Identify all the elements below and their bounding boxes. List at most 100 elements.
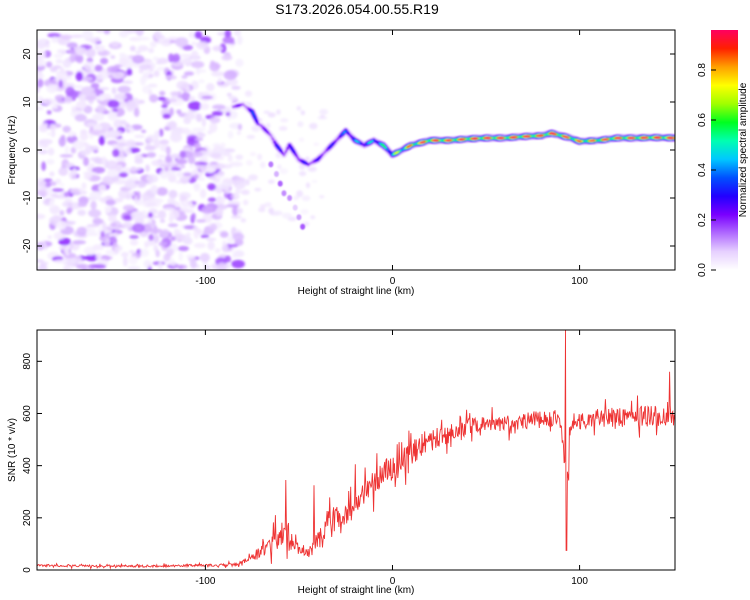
noise-blob: [37, 78, 44, 88]
noise-blob: [52, 99, 58, 106]
noise-blob: [95, 74, 103, 81]
noise-blob: [188, 156, 196, 165]
noise-blob: [232, 249, 245, 258]
noise-blob: [129, 167, 142, 171]
noise-blob: [227, 130, 234, 139]
noise-blob: [58, 167, 69, 176]
noise-blob: [213, 64, 221, 69]
noise-blob: [87, 251, 96, 255]
noise-blob: [168, 215, 174, 223]
spectrogram-y-tick-label: 0: [22, 147, 33, 153]
noise-blob: [102, 175, 115, 186]
noise-blob: [158, 154, 166, 158]
noise-blob: [80, 86, 95, 96]
spectrogram-y-tick-label: 10: [22, 96, 33, 108]
noise-blob: [134, 158, 144, 164]
noise-blob: [178, 251, 183, 262]
noise-blob: [98, 87, 110, 91]
snr-x-tick-label: 100: [571, 576, 588, 587]
noise-blob: [132, 54, 145, 64]
noise-blob: [220, 142, 226, 148]
snr-x-tick-label: 0: [390, 576, 396, 587]
noise-blob: [165, 146, 171, 156]
noise-blob: [188, 96, 196, 102]
noise-blob: [82, 30, 94, 40]
noise-blob: [74, 114, 87, 122]
noise-blob: [60, 134, 66, 141]
noise-blob: [197, 177, 206, 182]
noise-blob: [219, 231, 229, 238]
noise-blob: [180, 57, 192, 64]
noise-blob: [37, 95, 42, 105]
branch-blob: [273, 171, 279, 177]
noise-blob: [101, 221, 107, 229]
noise-blob: [96, 104, 105, 113]
noise-blob: [195, 113, 203, 123]
noise-blob: [37, 213, 46, 220]
noise-blob: [51, 188, 64, 192]
noise-blob: [276, 109, 281, 115]
noise-blob: [66, 207, 72, 215]
noise-blob: [263, 110, 271, 114]
noise-blob: [73, 54, 84, 62]
noise-blob: [62, 125, 71, 133]
snr-panel: -100 0 100 0 200 400 600 800 Height of straight…: [7, 329, 676, 596]
noise-blob: [188, 101, 202, 111]
noise-blob: [37, 265, 48, 270]
noise-blob: [212, 45, 224, 52]
noise-blob: [214, 145, 220, 154]
noise-blob: [47, 147, 55, 156]
noise-blob: [38, 149, 48, 155]
noise-blob: [235, 188, 242, 194]
noise-blob: [89, 145, 99, 151]
noise-blob: [183, 71, 195, 76]
noise-blob: [205, 237, 217, 242]
noise-blob: [67, 265, 74, 270]
noise-blob: [37, 106, 44, 111]
spectrogram-y-tick-label: -10: [22, 190, 33, 205]
noise-blob: [37, 59, 47, 67]
noise-blob: [184, 112, 195, 120]
noise-blob: [107, 129, 118, 138]
noise-blob: [53, 231, 66, 240]
noise-blob: [198, 79, 205, 84]
noise-blob: [146, 152, 157, 158]
noise-blob: [159, 219, 166, 223]
noise-blob: [298, 171, 307, 177]
noise-blob: [192, 127, 206, 132]
noise-blob: [88, 264, 101, 269]
noise-blob: [41, 122, 49, 128]
noise-blob: [72, 240, 87, 245]
noise-blob: [104, 204, 112, 214]
noise-blob: [229, 161, 243, 167]
noise-blob: [67, 130, 75, 137]
noise-blob: [129, 234, 139, 240]
noise-blob: [136, 190, 141, 201]
noise-blob: [51, 36, 59, 43]
noise-blob: [190, 151, 203, 158]
noise-blob: [63, 191, 71, 198]
noise-blob: [170, 91, 182, 96]
noise-blob: [201, 206, 214, 214]
noise-blob: [227, 154, 233, 163]
noise-blob: [191, 60, 205, 69]
snr-line: [37, 330, 675, 570]
noise-blob: [38, 138, 53, 145]
spectrogram-ridge: [229, 100, 675, 230]
noise-blob: [167, 120, 177, 130]
noise-blob: [135, 50, 142, 54]
noise-blob: [268, 207, 275, 214]
noise-blob: [55, 59, 63, 64]
spectrogram-noise-region: [37, 30, 329, 270]
noise-blob: [83, 173, 92, 180]
noise-blob: [125, 194, 132, 200]
noise-blob: [105, 199, 116, 206]
noise-blob: [244, 90, 253, 97]
noise-blob: [179, 54, 193, 58]
noise-blob: [236, 131, 241, 135]
noise-blob: [226, 78, 238, 86]
noise-blob: [149, 94, 159, 103]
noise-blob: [124, 122, 129, 128]
noise-blob: [145, 202, 157, 208]
noise-blob: [199, 188, 207, 199]
